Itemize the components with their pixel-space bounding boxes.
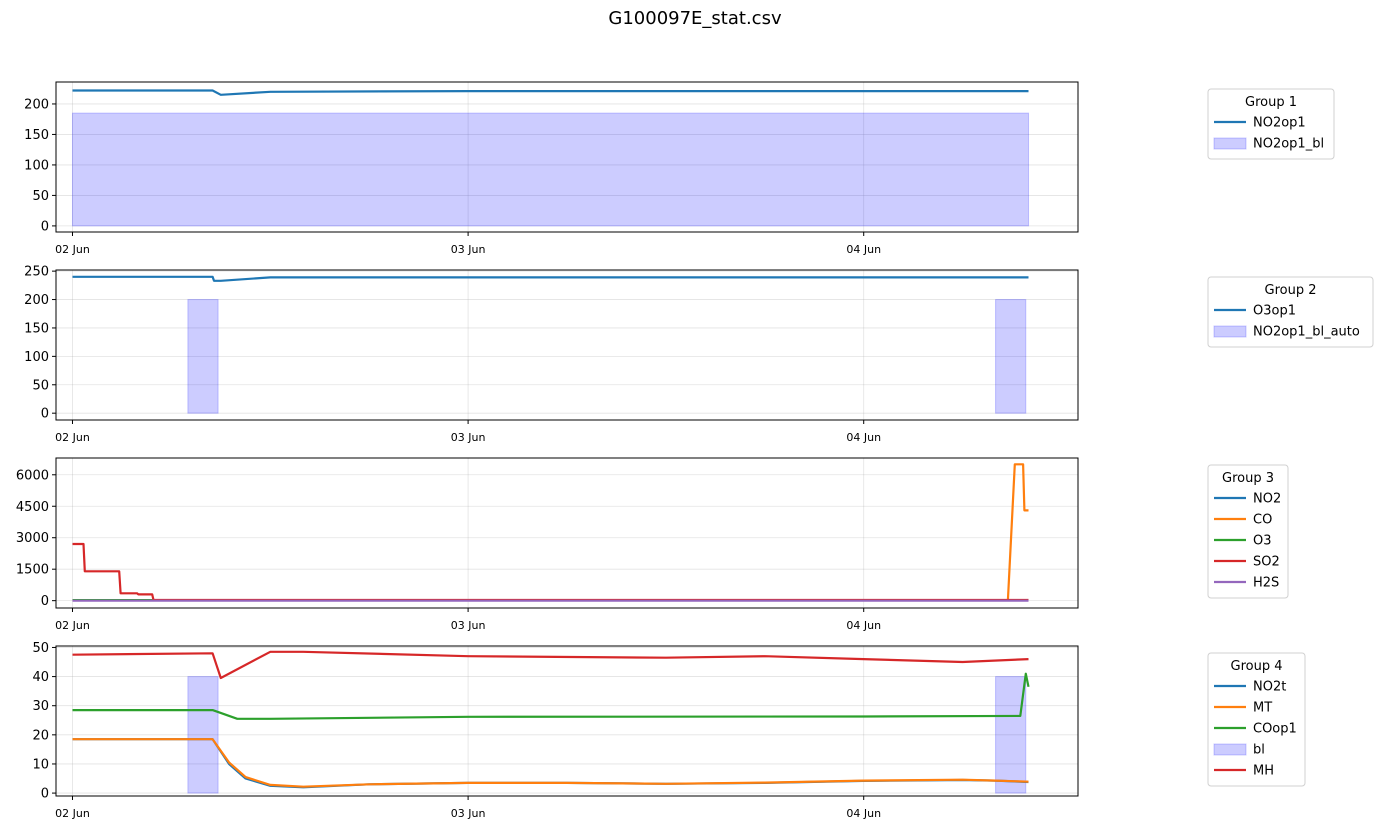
legend: Group 2 O3op1 NO2op1_bl_auto xyxy=(1207,276,1374,348)
band-NO2op1_bl xyxy=(71,112,1030,227)
y-tick-label: 150 xyxy=(24,128,49,143)
legend-swatch-patch xyxy=(1213,325,1247,338)
x-tick-label: 04 Jun xyxy=(846,431,881,444)
series-line-MH xyxy=(72,650,1029,680)
y-tick-label: 50 xyxy=(32,641,49,656)
legend-label: NO2op1_bl xyxy=(1253,137,1324,152)
x-tick-label: 04 Jun xyxy=(846,807,881,820)
figure-title: G100097E_stat.csv xyxy=(608,8,782,29)
panel-3: 0 1500 3000 4500 6000 02 Jun 03 Jun 04 Jun Group… xyxy=(16,457,1289,632)
y-tick-label: 10 xyxy=(32,757,49,772)
legend-label: O3op1 xyxy=(1253,304,1296,319)
x-tick-label: 04 Jun xyxy=(846,243,881,256)
y-tick-label: 0 xyxy=(41,219,49,234)
x-tick-label: 02 Jun xyxy=(55,243,90,256)
y-tick-label: 50 xyxy=(32,189,49,204)
x-tick-label: 03 Jun xyxy=(451,807,486,820)
legend-label: O3 xyxy=(1253,534,1272,549)
y-tick-label: 40 xyxy=(32,670,49,685)
series-line-NO2op1 xyxy=(72,89,1029,96)
y-tick-label: 20 xyxy=(32,728,49,743)
y-tick-label: 30 xyxy=(32,699,49,714)
y-tick-label: 200 xyxy=(24,97,49,112)
y-tick-label: 50 xyxy=(32,378,49,393)
legend-frame xyxy=(1207,88,1335,160)
legend: Group 4 NO2t MT COop1 bl MH xyxy=(1207,652,1306,787)
legend-label: NO2op1_bl_auto xyxy=(1253,325,1360,340)
legend-label: bl xyxy=(1253,743,1265,758)
x-tick-label: 02 Jun xyxy=(55,431,90,444)
legend-label: NO2 xyxy=(1253,492,1281,507)
series-line-O3op1 xyxy=(72,275,1029,282)
series-line-CO xyxy=(72,463,1029,602)
legend-label: MT xyxy=(1253,701,1272,716)
y-tick-label: 100 xyxy=(24,350,49,365)
axes-frame xyxy=(55,457,1079,609)
axes-frame xyxy=(55,645,1079,797)
x-tick-label: 02 Jun xyxy=(55,619,90,632)
x-tick-label: 03 Jun xyxy=(451,619,486,632)
y-tick-label: 0 xyxy=(41,594,49,609)
legend-label: NO2t xyxy=(1253,680,1286,695)
band-bl xyxy=(995,676,1027,794)
y-tick-label: 0 xyxy=(41,407,49,422)
y-tick-label: 4500 xyxy=(16,500,49,515)
band-NO2op1_bl_auto xyxy=(187,299,219,414)
x-tick-label: 02 Jun xyxy=(55,807,90,820)
legend-title: Group 3 xyxy=(1222,471,1274,486)
series-line-MT xyxy=(72,738,1029,788)
panel-4: 0 10 20 30 40 50 02 Jun 03 Jun 04 Jun Group 4 NO2t… xyxy=(32,641,1306,820)
legend-title: Group 4 xyxy=(1231,659,1283,674)
y-tick-label: 250 xyxy=(24,265,49,280)
legend: Group 1 NO2op1 NO2op1_bl xyxy=(1207,88,1335,160)
band-bl xyxy=(187,676,219,794)
legend-title: Group 1 xyxy=(1245,95,1297,110)
legend-label: H2S xyxy=(1253,576,1279,591)
band-NO2op1_bl_auto xyxy=(995,299,1027,414)
legend-label: SO2 xyxy=(1253,555,1280,570)
legend-label: NO2op1 xyxy=(1253,116,1306,131)
axes-frame xyxy=(55,269,1079,421)
y-tick-label: 100 xyxy=(24,158,49,173)
y-tick-label: 200 xyxy=(24,293,49,308)
x-tick-label: 03 Jun xyxy=(451,243,486,256)
legend-label: MH xyxy=(1253,764,1274,779)
y-tick-label: 3000 xyxy=(16,531,49,546)
legend: Group 3 NO2 CO O3 SO2 H2S xyxy=(1207,464,1289,599)
legend-label: CO xyxy=(1253,513,1272,528)
panel-2: 0 50 100 150 200 250 02 Jun 03 Jun 04 Jun Group 2… xyxy=(24,265,1374,444)
legend-label: COop1 xyxy=(1253,722,1297,737)
y-tick-label: 0 xyxy=(41,787,49,802)
legend-swatch-patch xyxy=(1213,743,1247,756)
y-tick-label: 6000 xyxy=(16,468,49,483)
legend-swatch-patch xyxy=(1213,137,1247,150)
y-tick-label: 1500 xyxy=(16,563,49,578)
panel-1: 0 50 100 150 200 02 Jun 03 Jun 04 Jun Group 1 NO2… xyxy=(24,81,1335,256)
x-tick-label: 03 Jun xyxy=(451,431,486,444)
legend-title: Group 2 xyxy=(1265,283,1317,298)
axes-frame xyxy=(55,81,1079,233)
series-line-COop1 xyxy=(72,672,1030,720)
x-tick-label: 04 Jun xyxy=(846,619,881,632)
legend-frame xyxy=(1207,276,1374,348)
series-line-SO2 xyxy=(72,542,1029,602)
y-tick-label: 150 xyxy=(24,321,49,336)
